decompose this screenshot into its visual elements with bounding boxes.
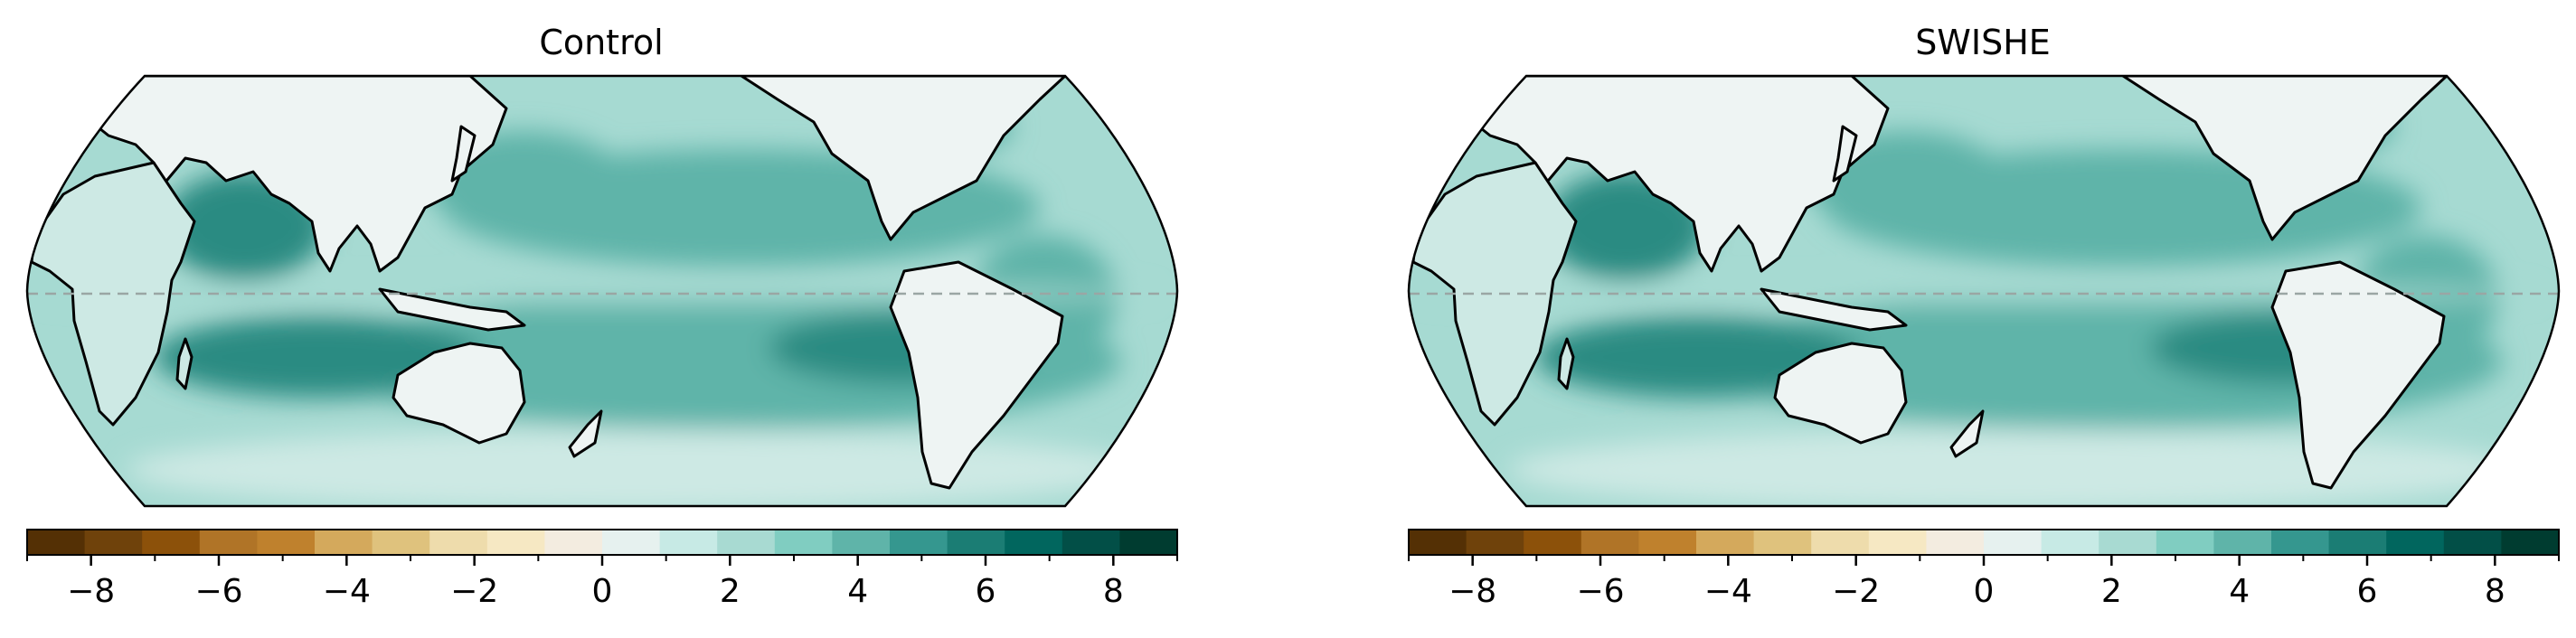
panel-title-control: Control — [539, 23, 663, 62]
colorbar-segment — [2271, 530, 2330, 555]
colorbar-segment — [1926, 530, 1985, 555]
colorbar-segment — [1524, 530, 1582, 555]
colorbar-segment — [890, 530, 948, 555]
colorbar-segment — [2213, 530, 2272, 555]
colorbar-tick-label: 8 — [2485, 573, 2505, 610]
colorbar-tick-label: 2 — [2101, 573, 2122, 610]
colorbar-tick-label: −4 — [1704, 573, 1752, 610]
colorbar-tick-label: −6 — [194, 573, 242, 610]
colorbar-tick-label: 0 — [592, 573, 613, 610]
indonesia — [1760, 287, 1908, 332]
colorbar-segment — [1581, 530, 1639, 555]
map-panel-control — [25, 74, 1179, 508]
colorbar-segment — [1696, 530, 1755, 555]
colorbar-segment — [1638, 530, 1697, 555]
madagascar — [1557, 337, 1575, 390]
colorbar-tick-label: −8 — [67, 573, 115, 610]
colorbar-segment — [1409, 530, 1467, 555]
colorbar-segment — [602, 530, 661, 555]
colorbar-tick-label: 6 — [976, 573, 996, 610]
colorbar-segment — [2099, 530, 2157, 555]
colorbar-tick-label: 8 — [1103, 573, 1124, 610]
new-zealand — [568, 409, 603, 458]
colorbar-swishe: −8 −6 −4 −2 0 2 4 6 8 — [1408, 529, 2560, 610]
colorbar-segment — [1466, 530, 1524, 555]
colorbar-segment — [142, 530, 201, 555]
australia — [1773, 342, 1908, 445]
colorbar-segment — [257, 530, 316, 555]
colorbar-segment — [2156, 530, 2214, 555]
colorbar-segment — [2328, 530, 2387, 555]
north-america — [2121, 76, 2449, 241]
madagascar — [175, 337, 193, 390]
colorbar-segment — [1984, 530, 2043, 555]
colorbar-segment — [372, 530, 430, 555]
colorbar-segment — [27, 530, 86, 555]
map-border — [1407, 74, 2561, 508]
colorbar-tick-label: 4 — [847, 573, 868, 610]
colorbar-segment — [659, 530, 718, 555]
south-america — [889, 260, 1064, 490]
colorbar-control: −8 −6 −4 −2 0 2 4 6 8 — [26, 529, 1178, 610]
land-masses — [30, 76, 1067, 490]
colorbar-segment — [774, 530, 833, 555]
colorbar-segment — [429, 530, 488, 555]
japan — [450, 125, 477, 183]
uk — [56, 93, 74, 117]
colorbar-tick-label: −4 — [323, 573, 371, 610]
colorbar-segment — [1868, 530, 1927, 555]
north-america — [740, 76, 1067, 241]
colorbar-segment — [1753, 530, 1812, 555]
colorbar-segment — [486, 530, 545, 555]
colorbar-tick-label: −2 — [450, 573, 498, 610]
colorbar-tick-label: 4 — [2229, 573, 2250, 610]
colorbar-tick-label: 0 — [1974, 573, 1995, 610]
colorbar-segment — [832, 530, 891, 555]
colorbar-segment — [1005, 530, 1063, 555]
colorbar-tick-label: −2 — [1832, 573, 1880, 610]
colorbar-segment — [199, 530, 258, 555]
new-zealand — [1949, 409, 1985, 458]
colorbar-segment — [1062, 530, 1120, 555]
south-america — [2270, 260, 2446, 490]
land-masses — [1411, 76, 2449, 490]
colorbar-segment — [947, 530, 1005, 555]
colorbar-segment — [2501, 530, 2560, 555]
map-panel-swishe — [1407, 74, 2561, 508]
colorbar-segment — [2386, 530, 2445, 555]
colorbar-segment — [717, 530, 776, 555]
colorbar-tick-label: 6 — [2357, 573, 2378, 610]
australia — [392, 342, 526, 445]
colorbar-segment — [84, 530, 143, 555]
colorbar-segment — [544, 530, 603, 555]
colorbar-tick-label: −8 — [1448, 573, 1496, 610]
japan — [1832, 125, 1858, 183]
map-border — [25, 74, 1179, 508]
colorbar-tick-label: 2 — [720, 573, 741, 610]
colorbar-segment — [315, 530, 373, 555]
colorbar-segment — [2443, 530, 2502, 555]
indonesia — [378, 287, 526, 332]
colorbar-segment — [1811, 530, 1870, 555]
colorbar-tick-label: −6 — [1576, 573, 1624, 610]
panel-title-swishe: SWISHE — [1915, 23, 2051, 62]
colorbar-segment — [2041, 530, 2099, 555]
colorbar-segment — [1119, 530, 1178, 555]
uk — [1438, 93, 1456, 117]
